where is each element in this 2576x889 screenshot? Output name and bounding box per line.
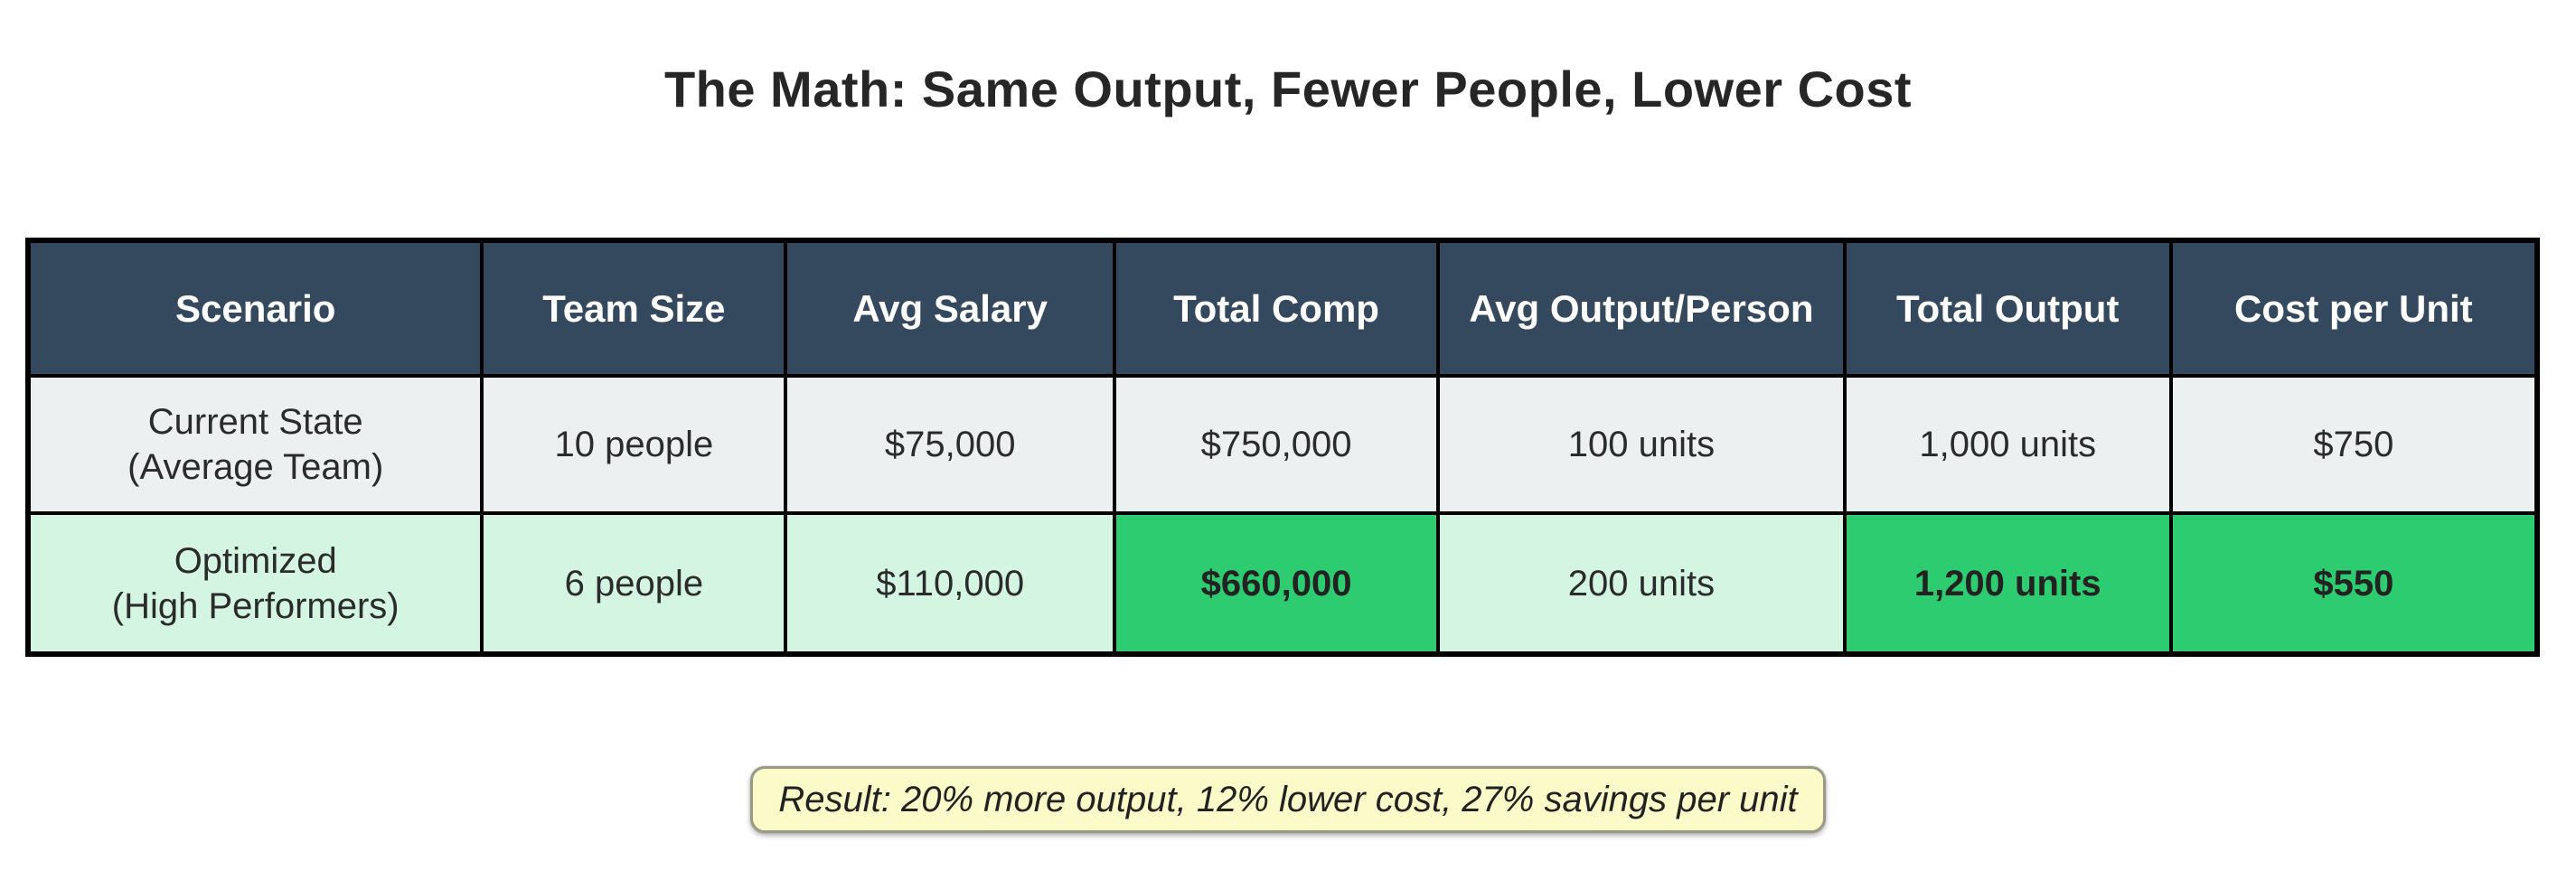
cell-current-total-output: 1,000 units	[1842, 374, 2173, 515]
result-callout-container: Result: 20% more output, 12% lower cost,…	[0, 766, 2576, 833]
header-cell-avg-output-person: Avg Output/Person	[1436, 239, 1847, 378]
header-cell-team-size: Team Size	[480, 239, 788, 378]
cell-current-cost-per-unit: $750	[2168, 374, 2540, 515]
cell-optimized-avg-salary: $110,000	[784, 511, 1116, 656]
cell-optimized-cost-per-unit-highlighted: $550	[2168, 511, 2540, 656]
cell-current-total-comp: $750,000	[1112, 374, 1441, 515]
table-header-row: Scenario Team Size Avg Salary Total Comp…	[25, 239, 2540, 378]
header-cell-avg-salary: Avg Salary	[784, 239, 1116, 378]
header-cell-cost-per-unit: Cost per Unit	[2168, 239, 2540, 378]
page-title: The Math: Same Output, Fewer People, Low…	[663, 61, 1913, 117]
header-cell-total-comp: Total Comp	[1112, 239, 1441, 378]
cell-optimized-avg-output: 200 units	[1436, 511, 1847, 656]
comparison-table: Scenario Team Size Avg Salary Total Comp…	[25, 238, 2540, 657]
result-callout: Result: 20% more output, 12% lower cost,…	[750, 766, 1826, 833]
cell-optimized-total-output-highlighted: 1,200 units	[1842, 511, 2173, 656]
header-cell-scenario: Scenario	[25, 239, 484, 378]
table-row-optimized: Optimized (High Performers) 6 people $11…	[25, 511, 2540, 656]
cell-optimized-total-comp-highlighted: $660,000	[1112, 511, 1441, 656]
cell-optimized-scenario: Optimized (High Performers)	[25, 511, 484, 656]
cell-current-avg-salary: $75,000	[784, 374, 1116, 515]
cell-current-team-size: 10 people	[480, 374, 788, 515]
cell-current-avg-output: 100 units	[1436, 374, 1847, 515]
cell-optimized-team-size: 6 people	[480, 511, 788, 656]
cell-current-scenario: Current State (Average Team)	[25, 374, 484, 515]
table-row-current-state: Current State (Average Team) 10 people $…	[25, 374, 2540, 515]
header-cell-total-output: Total Output	[1842, 239, 2173, 378]
